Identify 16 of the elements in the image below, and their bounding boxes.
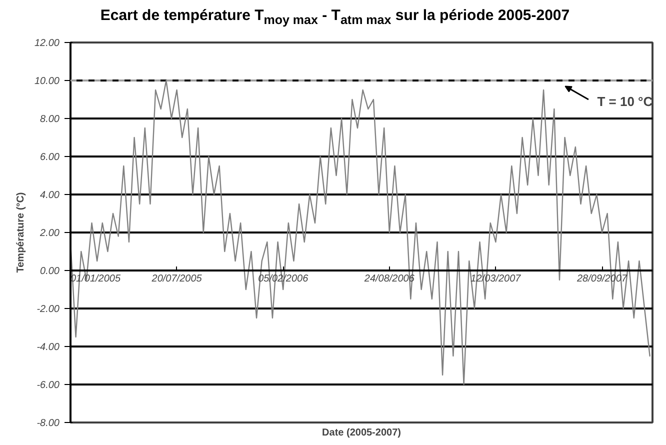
y-tick-label: 4.00 (40, 190, 60, 201)
y-tick-label: -4.00 (36, 342, 60, 353)
x-tick-label: 20/07/2005 (150, 274, 202, 284)
y-tick-label: 12.00 (34, 38, 60, 49)
y-tick-label: 0.00 (40, 266, 60, 277)
y-tick-label: 8.00 (40, 114, 60, 125)
y-tick-label: -2.00 (36, 304, 60, 315)
chart-title: Ecart de température T$_{moy max}$ - T$_{atm max}$ sur la période 2005-2007 (100, 6, 570, 29)
y-tick-label: 10.00 (34, 76, 60, 87)
y-tick-label: 2.00 (39, 228, 60, 239)
y-axis-title: Température (°C) (15, 192, 26, 273)
x-axis-title: Date (2005-2007) (322, 428, 401, 438)
y-tick-label: -8.00 (36, 418, 60, 429)
y-tick-label: -6.00 (36, 380, 60, 391)
ref-line-label: T = 10 °C (597, 94, 654, 109)
y-tick-label: 6.00 (40, 152, 60, 163)
